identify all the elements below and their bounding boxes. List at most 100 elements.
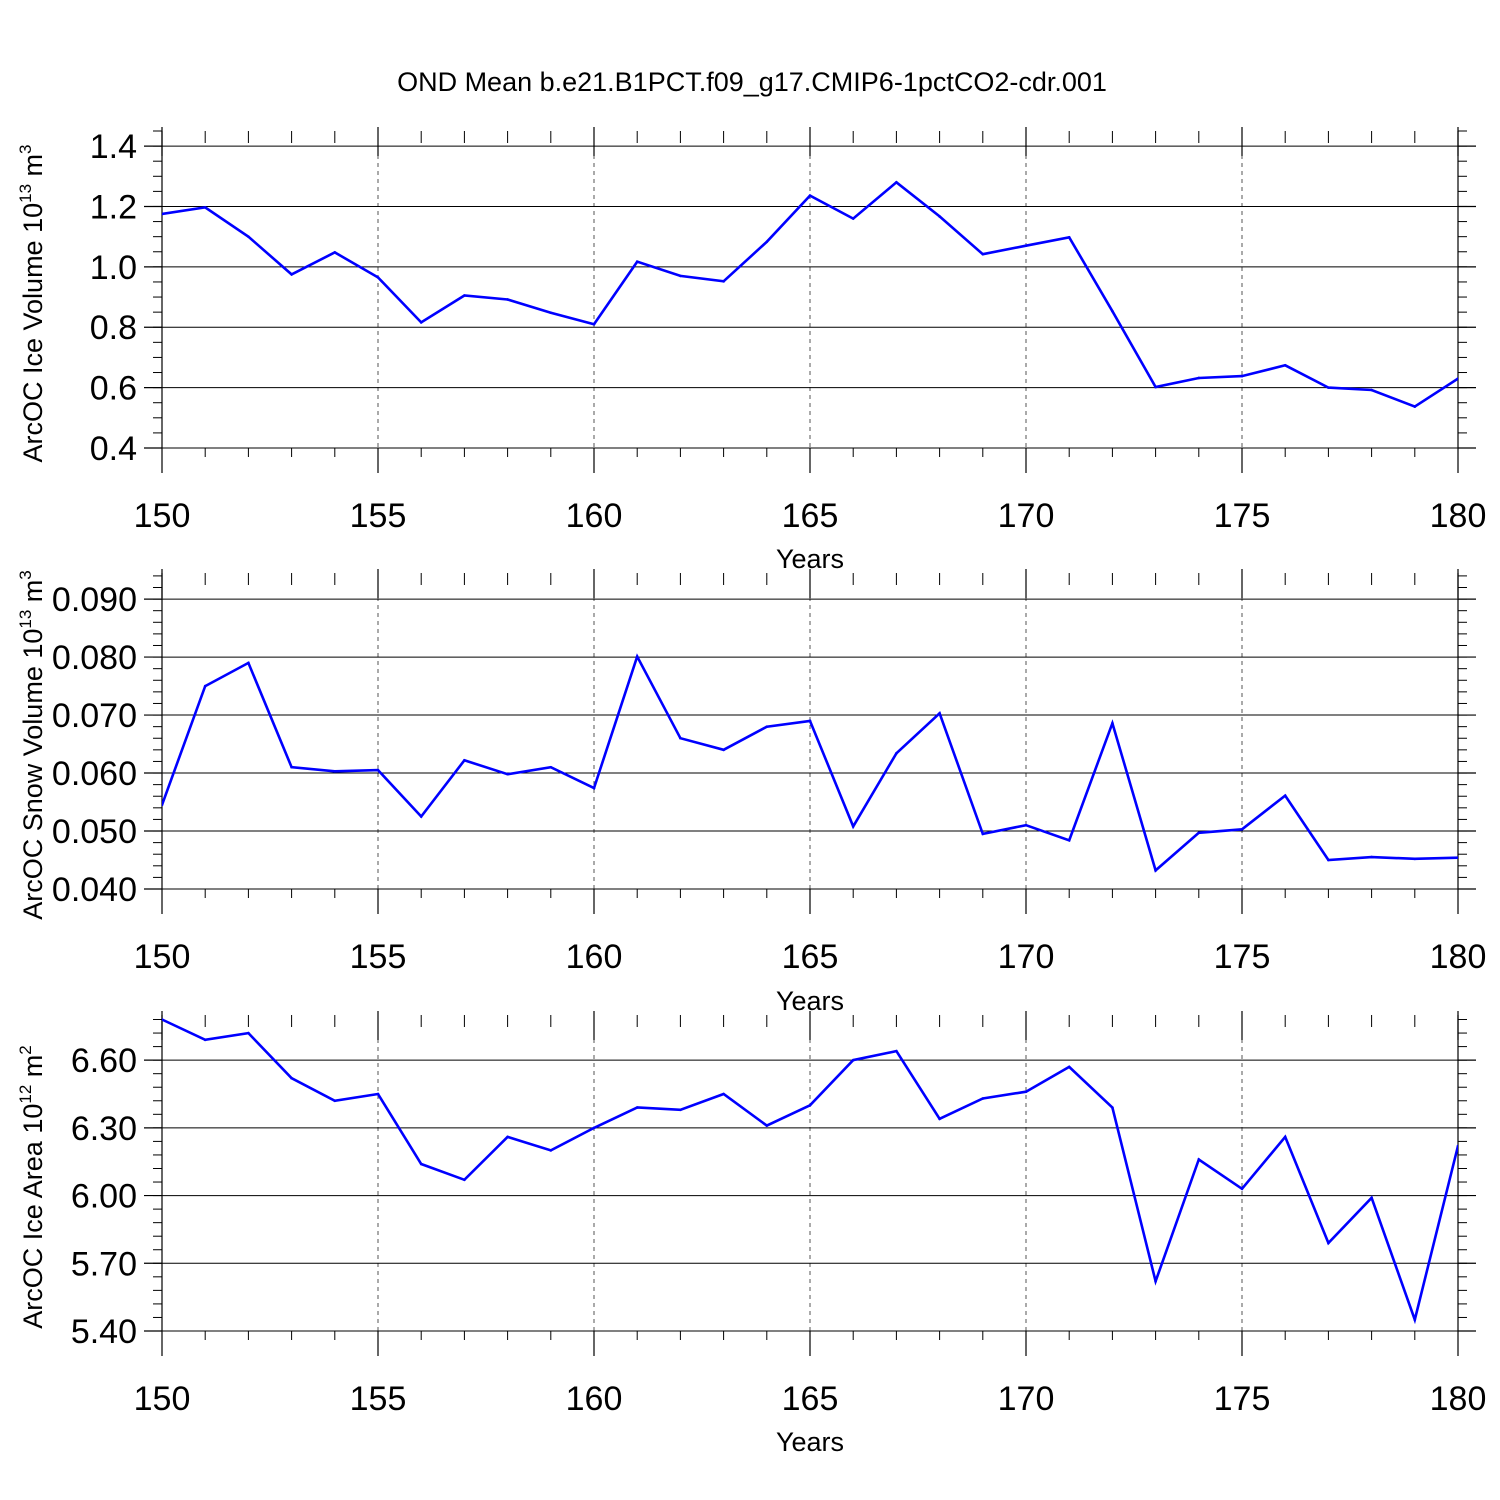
data-point — [162, 212, 164, 216]
data-point — [333, 251, 337, 254]
data-point — [981, 252, 985, 256]
x-tick-label: 175 — [1214, 938, 1271, 976]
data-point — [981, 1097, 985, 1100]
data-point — [1067, 235, 1071, 239]
panel-2: 150 155 160 165 170 175 180 0.040 0.050 0.060 0.07… — [16, 569, 1486, 1016]
y-tick-label: 0.080 — [52, 639, 137, 677]
x-tick-label: 180 — [1430, 1380, 1487, 1418]
data-point — [592, 322, 596, 326]
data-point — [1283, 794, 1287, 797]
data-point — [203, 1038, 207, 1042]
data-point — [1283, 1135, 1287, 1139]
data-point — [1154, 1280, 1157, 1283]
data-point — [851, 217, 855, 220]
data-point — [1413, 857, 1417, 861]
data-point — [1283, 363, 1287, 367]
data-point — [851, 825, 855, 828]
data-point — [1240, 374, 1244, 378]
y-axis-label-superscript: 2 — [16, 1045, 35, 1054]
data-point — [765, 240, 769, 244]
data-point — [162, 803, 164, 807]
y-axis-label-part: ArcOC Ice Volume 10 — [18, 203, 48, 463]
x-tick-label: 155 — [350, 1380, 407, 1418]
y-tick-label: 5.40 — [71, 1313, 137, 1351]
data-point — [1370, 1196, 1373, 1200]
y-tick-label: 1.0 — [90, 249, 137, 287]
data-point — [1240, 827, 1244, 831]
data-point — [549, 1149, 553, 1152]
y-axis-label: ArcOC Ice Volume 1013 m3 — [16, 144, 48, 462]
y-axis-label-superscript: 3 — [16, 144, 35, 153]
data-point — [419, 321, 423, 324]
data-point — [851, 1058, 855, 1062]
x-tick-label: 165 — [782, 938, 839, 976]
data-point — [162, 1018, 164, 1021]
data-point — [1067, 838, 1071, 842]
x-tick-label: 160 — [566, 497, 623, 535]
y-axis-label-part: ArcOC Snow Volume 10 — [18, 629, 48, 920]
y-axis-label-part: ArcOC Ice Area 10 — [18, 1104, 48, 1329]
x-tick-label: 155 — [350, 497, 407, 535]
data-point — [722, 748, 725, 752]
data-point — [1197, 831, 1201, 835]
y-axis-label-part: m — [18, 154, 48, 184]
data-point — [938, 215, 941, 218]
y-tick-label: 0.060 — [52, 755, 137, 793]
y-axis-label-part: m — [18, 580, 48, 610]
y-axis-label-part: m — [18, 1055, 48, 1085]
data-point — [1111, 1106, 1114, 1109]
data-point — [463, 758, 466, 762]
data-point — [1111, 721, 1114, 725]
data-point — [808, 719, 812, 723]
y-axis-label: ArcOC Ice Area 1012 m2 — [16, 1045, 48, 1329]
data-point — [290, 1076, 293, 1080]
data-point — [1370, 855, 1373, 859]
x-tick-label: 175 — [1214, 497, 1271, 535]
y-tick-label: 0.4 — [90, 430, 137, 468]
data-point — [1154, 385, 1157, 389]
x-tick-label: 160 — [566, 938, 623, 976]
data-point — [549, 311, 553, 315]
data-point — [765, 1124, 769, 1127]
x-tick-label: 165 — [782, 497, 839, 535]
data-point — [1456, 377, 1458, 380]
data-point — [679, 736, 682, 740]
y-tick-label: 0.070 — [52, 697, 137, 735]
data-point — [679, 274, 682, 278]
data-point — [333, 1099, 337, 1103]
chart-title: OND Mean b.e21.B1PCT.f09_g17.CMIP6-1pctC… — [397, 67, 1107, 97]
data-point — [463, 1178, 466, 1182]
data-point — [1413, 405, 1417, 408]
x-axis-label: Years — [776, 1427, 844, 1457]
x-tick-label: 170 — [998, 497, 1055, 535]
data-point — [333, 769, 337, 773]
data-point — [1154, 869, 1157, 872]
x-tick-label: 170 — [998, 938, 1055, 976]
y-tick-label: 1.4 — [90, 128, 137, 166]
y-axis-label-superscript: 13 — [16, 184, 35, 203]
y-tick-label: 0.050 — [52, 813, 137, 851]
y-axis-label-superscript: 3 — [16, 570, 35, 579]
data-point — [506, 298, 509, 301]
x-tick-label: 150 — [134, 497, 191, 535]
data-point — [1370, 388, 1373, 392]
data-point — [376, 276, 380, 279]
x-tick-label: 150 — [134, 1380, 191, 1418]
data-point — [679, 1108, 682, 1112]
y-axis-label: ArcOC Snow Volume 1013 m3 — [16, 570, 48, 920]
data-point — [981, 832, 985, 836]
data-point — [1197, 376, 1201, 380]
data-point — [1327, 386, 1330, 389]
x-tick-label: 150 — [134, 938, 191, 976]
data-point — [419, 815, 423, 818]
panel-3: 150 155 160 165 170 175 180 5.40 5.70 6.00 6.30 6.6… — [16, 1011, 1486, 1457]
data-point — [1456, 1144, 1458, 1148]
data-point — [419, 1162, 423, 1166]
y-axis-label-superscript: 13 — [16, 610, 35, 629]
y-tick-label: 6.30 — [71, 1110, 137, 1148]
y-tick-label: 0.8 — [90, 309, 137, 347]
data-point — [938, 1117, 941, 1121]
data-point — [506, 1135, 509, 1139]
